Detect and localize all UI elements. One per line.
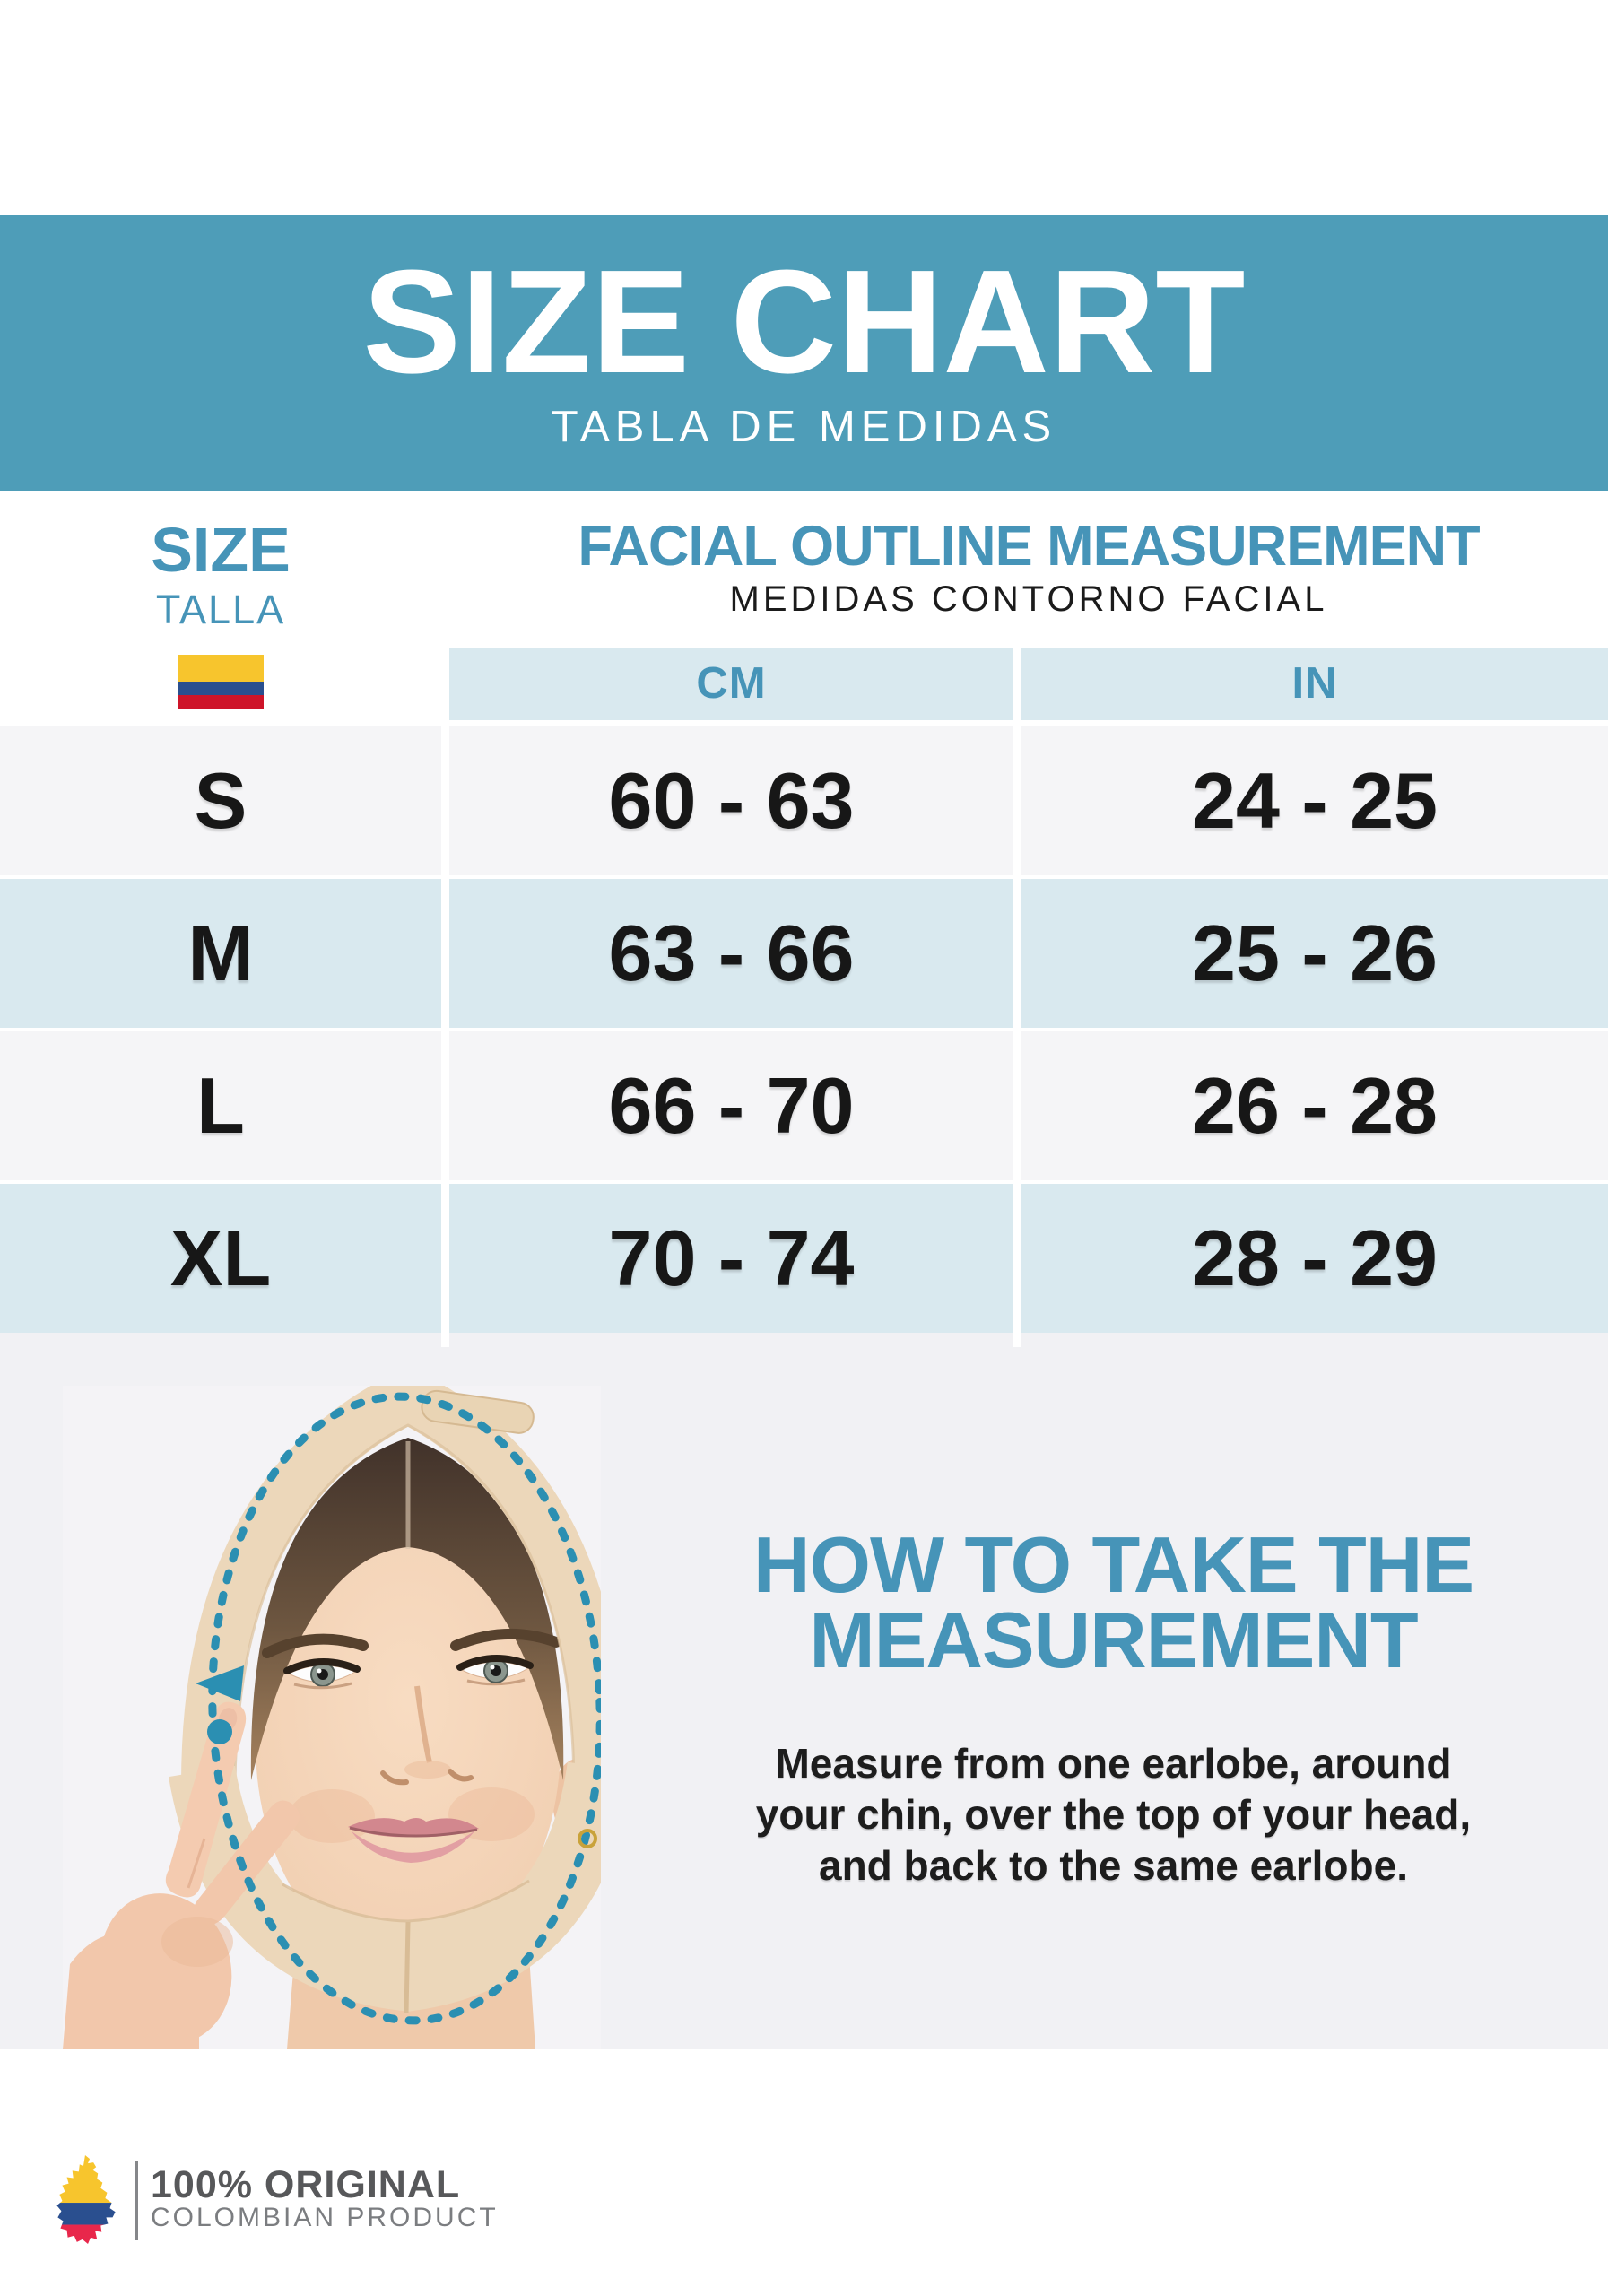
in-value: 24 - 25 [1021,726,1608,875]
how-to-body-line3: and back to the same earlobe. [818,1842,1408,1889]
in-value: 28 - 29 [1021,1184,1608,1333]
size-header-es: TALLA [155,587,286,632]
size-value: L [0,1031,441,1180]
hand [63,1701,300,2049]
measurement-header: FACIAL OUTLINE MEASUREMENT MEDIDAS CONTO… [449,517,1608,619]
in-value: 26 - 28 [1021,1031,1608,1180]
cm-value: 63 - 66 [449,879,1013,1028]
cm-value: 70 - 74 [449,1184,1013,1333]
footer-divider [135,2161,138,2240]
garment-top-strap [421,1389,535,1434]
measure-dotted-line [208,1392,601,2025]
in-value: 25 - 26 [1021,879,1608,1028]
eye [283,1658,361,1674]
table-row: XL 70 - 74 28 - 29 [0,1184,1608,1333]
footer-product-label: COLOMBIAN PRODUCT [151,2203,499,2232]
size-column-header: SIZE TALLA [0,518,441,709]
hair [250,1438,564,1780]
how-to-title-line1: HOW TO TAKE THE [752,1520,1474,1609]
table-row: S 60 - 63 24 - 25 [0,726,1608,875]
garment-seam [404,1921,411,2014]
how-to-title-line2: MEASUREMENT [809,1596,1418,1684]
measure-dot-icon [207,1719,232,1744]
page-subtitle: TABLA DE MEDIDAS [551,403,1057,451]
measure-arrow-icon [196,1665,244,1701]
title-banner: SIZE CHART TABLA DE MEDIDAS [0,215,1608,491]
column-header-cm: CM [449,648,1013,720]
eye [456,1655,534,1671]
column-separator [1013,1333,1021,1347]
cm-value: 60 - 63 [449,726,1013,875]
size-value: XL [0,1184,441,1333]
measurement-photo [63,1386,601,2049]
cm-value: 66 - 70 [449,1031,1013,1180]
size-value: M [0,879,441,1028]
eyebrow [450,1628,561,1651]
nose [380,1770,409,1786]
eyebrow [262,1633,369,1658]
lips [348,1818,479,1838]
how-to-body: Measure from one earlobe, around your ch… [619,1738,1608,1892]
measurement-header-en: FACIAL OUTLINE MEASUREMENT [578,515,1480,578]
how-to-title: HOW TO TAKE THE MEASUREMENT [619,1520,1608,1684]
table-row: M 63 - 66 25 - 26 [0,879,1608,1028]
size-value: S [0,726,441,875]
page-title: SIZE CHART [362,239,1246,404]
measurement-header-es: MEDIDAS CONTORNO FACIAL [729,579,1328,619]
column-separator [441,1333,449,1347]
size-header-en: SIZE [151,515,291,585]
footer-original-label: 100% ORIGINAL [151,2163,461,2206]
earring [578,1829,597,1848]
colombia-map-icon [56,2155,116,2244]
how-to-body-line1: Measure from one earlobe, around [775,1740,1452,1787]
how-to-body-line2: your chin, over the top of your head, [755,1791,1472,1838]
colombia-flag-icon [178,655,264,709]
column-header-in: IN [1021,648,1608,720]
table-row: L 66 - 70 26 - 28 [0,1031,1608,1180]
